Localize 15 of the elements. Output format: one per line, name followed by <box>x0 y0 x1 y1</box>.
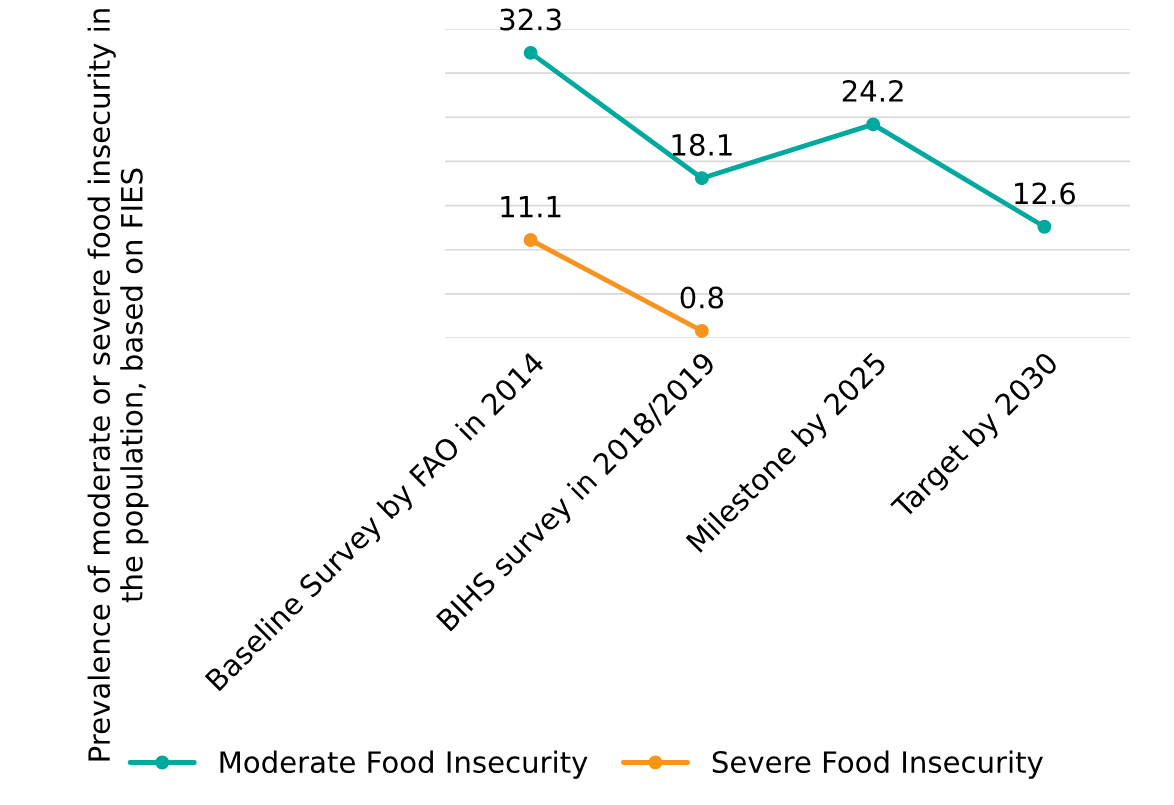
data-label: 12.6 <box>1015 182 1076 205</box>
data-label: 11.1 <box>501 196 561 218</box>
point <box>523 233 538 247</box>
data-label: 18.1 <box>672 133 732 156</box>
data-label: 0.8 <box>680 286 724 309</box>
legend-label: Severe Food Insecurity <box>712 750 1043 779</box>
y-axis-title: Prevalence of moderate or severe food insecurity in the population, based on FIES <box>87 9 149 761</box>
point <box>694 171 709 186</box>
point <box>523 45 538 60</box>
point <box>866 117 881 132</box>
point <box>694 323 709 338</box>
legend-label: Moderate Food Insecurity <box>220 750 588 779</box>
data-label: 32.3 <box>500 8 561 31</box>
data-label: 24.2 <box>842 79 903 102</box>
point <box>1037 219 1052 234</box>
